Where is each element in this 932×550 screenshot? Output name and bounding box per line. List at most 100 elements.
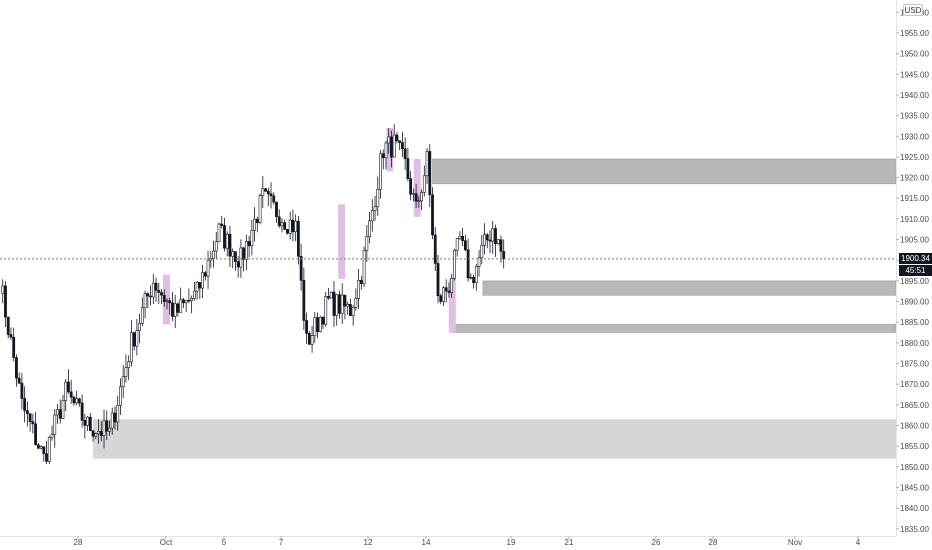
candle — [474, 263, 478, 291]
candle-body — [318, 317, 322, 332]
candle — [466, 238, 470, 282]
candle-body — [12, 336, 16, 358]
candle — [261, 176, 265, 209]
candle — [458, 231, 462, 240]
candle — [97, 419, 100, 444]
currency-button[interactable]: USD — [903, 4, 923, 16]
candle — [425, 148, 429, 184]
candle — [121, 365, 125, 398]
candle-body — [9, 334, 13, 338]
x-tick-label: 28 — [709, 538, 718, 547]
candle-body — [444, 287, 448, 292]
candle-body — [480, 244, 484, 259]
candle-body — [220, 223, 224, 226]
time-axis[interactable]: 28 Oct 5 7 12 14 19 21 26 28 Nov 4 — [74, 536, 861, 547]
candle-body — [121, 376, 125, 388]
candle-body — [173, 303, 177, 317]
candle — [373, 195, 377, 221]
candle-body — [286, 229, 289, 234]
candles-layer — [1, 124, 506, 465]
candle-body — [455, 238, 459, 251]
candle — [42, 446, 46, 462]
candle-body — [269, 193, 273, 197]
candle — [105, 410, 109, 441]
candle-body — [154, 282, 158, 291]
candle-body — [223, 225, 226, 249]
candle-body — [280, 222, 284, 227]
candle — [359, 276, 363, 290]
candle — [223, 217, 226, 252]
candle-body — [496, 239, 500, 245]
candle-body — [149, 295, 152, 298]
candle — [379, 149, 382, 199]
candle-body — [469, 276, 473, 279]
candle — [130, 319, 133, 367]
candle-body — [1, 285, 5, 294]
candle — [362, 246, 366, 288]
candle — [258, 193, 262, 225]
candle-body — [250, 229, 254, 247]
candle-body — [228, 233, 232, 257]
price-axis[interactable]: 1835.00 1840.00 1845.00 1850.00 1855.00 1860.… — [896, 8, 929, 534]
candle — [67, 369, 70, 394]
candle — [77, 397, 81, 407]
x-tick-label: 19 — [507, 538, 516, 547]
candle — [480, 234, 484, 265]
candle — [247, 235, 251, 258]
candle-body — [299, 256, 303, 281]
candle — [102, 409, 106, 449]
y-tick-label: 1915.00 — [900, 194, 929, 203]
candle-body — [77, 398, 81, 404]
candle — [47, 435, 51, 465]
candle — [395, 131, 399, 144]
candle — [269, 182, 273, 209]
candle-body — [491, 228, 495, 242]
candle — [201, 264, 204, 299]
candle — [392, 124, 396, 158]
y-tick-label: 1945.00 — [900, 70, 929, 79]
candle-body — [381, 153, 385, 159]
candle-body — [458, 235, 462, 239]
candle-body — [409, 178, 413, 195]
candle-body — [102, 420, 106, 437]
candle — [296, 216, 300, 265]
candle-body — [110, 412, 114, 429]
candle — [132, 331, 136, 351]
candle — [491, 220, 495, 254]
candle — [417, 195, 421, 208]
highlights-layer — [162, 127, 456, 333]
y-tick-label: 1850.00 — [900, 463, 929, 472]
candle-body — [20, 382, 24, 399]
candle-countdown-label: 45:51 — [899, 265, 932, 277]
candle-body — [47, 437, 51, 462]
y-tick-label: 1905.00 — [900, 236, 929, 245]
candle-body — [58, 409, 62, 419]
candle — [288, 211, 292, 240]
candle-body — [124, 367, 128, 378]
candle-body — [97, 431, 100, 434]
candle-body — [411, 193, 415, 195]
candle-body — [168, 300, 172, 304]
y-tick-label: 1840.00 — [900, 504, 929, 513]
candle-body — [255, 218, 259, 224]
candle-body — [6, 316, 10, 335]
candle-body — [332, 291, 336, 316]
candle-body — [324, 296, 328, 325]
candle-body — [477, 257, 481, 267]
candle — [190, 295, 194, 314]
candle — [436, 254, 440, 304]
candle — [463, 234, 467, 252]
y-tick-label: 1845.00 — [900, 483, 929, 492]
candle — [280, 218, 284, 233]
candle — [321, 316, 325, 329]
candle-body — [236, 261, 240, 268]
candle-body — [485, 234, 489, 241]
y-tick-label: 1870.00 — [900, 380, 929, 389]
candle-body — [387, 136, 391, 144]
candle-body — [17, 377, 21, 384]
highlighted-candle — [413, 158, 421, 217]
candle — [283, 219, 287, 231]
candle — [171, 291, 174, 321]
candle — [255, 216, 259, 233]
